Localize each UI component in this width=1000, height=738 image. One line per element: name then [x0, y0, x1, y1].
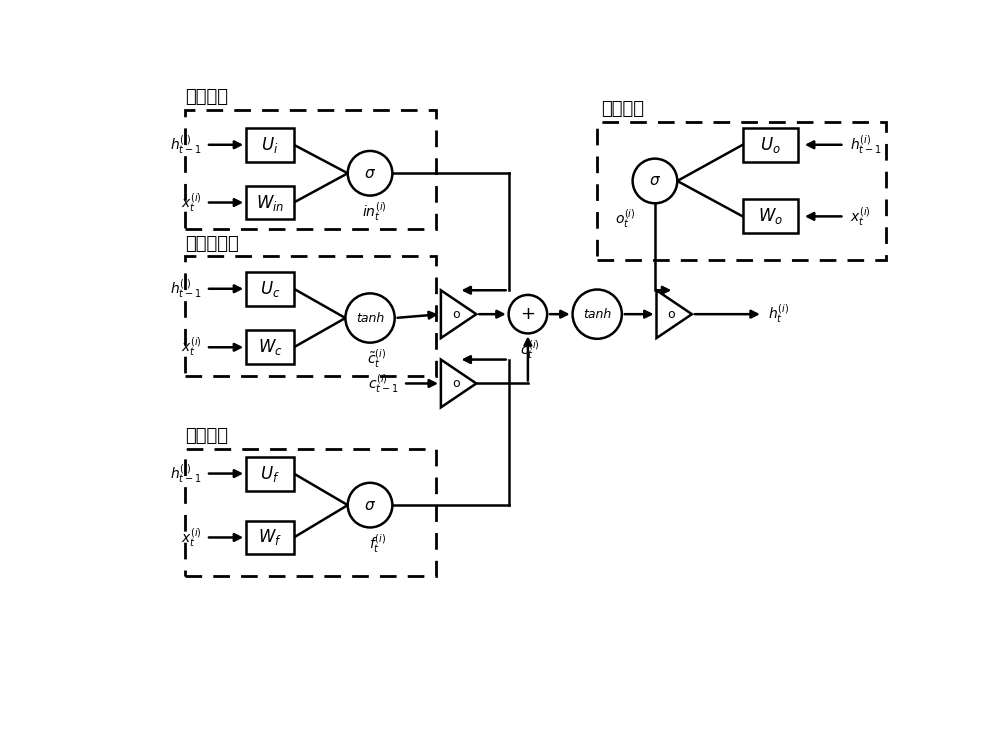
Text: $x_t^{(i)}$: $x_t^{(i)}$: [181, 191, 201, 214]
Text: $W_f$: $W_f$: [258, 528, 282, 548]
FancyBboxPatch shape: [246, 331, 294, 365]
Text: $W_o$: $W_o$: [758, 207, 783, 227]
Text: $U_o$: $U_o$: [760, 135, 781, 155]
Text: o: o: [452, 308, 460, 321]
FancyBboxPatch shape: [246, 520, 294, 554]
Text: $U_f$: $U_f$: [260, 463, 280, 483]
Text: tanh: tanh: [583, 308, 611, 321]
FancyBboxPatch shape: [246, 185, 294, 219]
FancyBboxPatch shape: [246, 128, 294, 162]
Text: $h_t^{(i)}$: $h_t^{(i)}$: [768, 303, 789, 325]
FancyBboxPatch shape: [743, 128, 798, 162]
Text: $h_{t-1}^{(i)}$: $h_{t-1}^{(i)}$: [170, 277, 201, 300]
Circle shape: [633, 159, 677, 203]
FancyBboxPatch shape: [246, 457, 294, 491]
Text: $\sigma$: $\sigma$: [364, 497, 376, 513]
Polygon shape: [441, 359, 476, 407]
Text: $x_t^{(i)}$: $x_t^{(i)}$: [181, 336, 201, 359]
Polygon shape: [441, 290, 476, 338]
Text: o: o: [668, 308, 675, 321]
Polygon shape: [656, 290, 692, 338]
Text: $W_c$: $W_c$: [258, 337, 282, 357]
Text: $U_c$: $U_c$: [260, 279, 280, 299]
Circle shape: [509, 295, 547, 334]
Text: 遗忘单元: 遗忘单元: [185, 427, 228, 445]
Text: tanh: tanh: [356, 311, 384, 325]
Text: $W_{in}$: $W_{in}$: [256, 193, 284, 213]
Text: $h_{t-1}^{(i)}$: $h_{t-1}^{(i)}$: [850, 134, 882, 156]
FancyBboxPatch shape: [743, 199, 798, 233]
Text: $U_i$: $U_i$: [261, 135, 279, 155]
Text: $h_{t-1}^{(i)}$: $h_{t-1}^{(i)}$: [170, 134, 201, 156]
Text: $c_{t-1}^{(i)}$: $c_{t-1}^{(i)}$: [368, 372, 399, 395]
Text: 输出单元: 输出单元: [601, 100, 644, 118]
FancyBboxPatch shape: [246, 272, 294, 306]
Text: o: o: [452, 377, 460, 390]
Text: $\tilde{c}_t^{(i)}$: $\tilde{c}_t^{(i)}$: [367, 348, 386, 370]
Text: $x_t^{(i)}$: $x_t^{(i)}$: [181, 526, 201, 548]
Circle shape: [573, 289, 622, 339]
Circle shape: [348, 151, 392, 196]
Circle shape: [345, 294, 395, 342]
Text: 新记忆单元: 新记忆单元: [185, 235, 239, 252]
Circle shape: [348, 483, 392, 528]
Text: $in_t^{(i)}$: $in_t^{(i)}$: [362, 201, 386, 224]
Text: $x_t^{(i)}$: $x_t^{(i)}$: [850, 205, 870, 227]
Text: 输入单元: 输入单元: [185, 89, 228, 106]
Text: $\sigma$: $\sigma$: [364, 166, 376, 181]
Text: $f_t^{(i)}$: $f_t^{(i)}$: [369, 533, 386, 555]
Text: $h_{t-1}^{(i)}$: $h_{t-1}^{(i)}$: [170, 462, 201, 485]
Text: $c_t^{(i)}$: $c_t^{(i)}$: [520, 339, 539, 361]
Text: +: +: [520, 306, 535, 323]
Text: $o_t^{(i)}$: $o_t^{(i)}$: [615, 207, 636, 230]
Text: $\sigma$: $\sigma$: [649, 173, 661, 188]
